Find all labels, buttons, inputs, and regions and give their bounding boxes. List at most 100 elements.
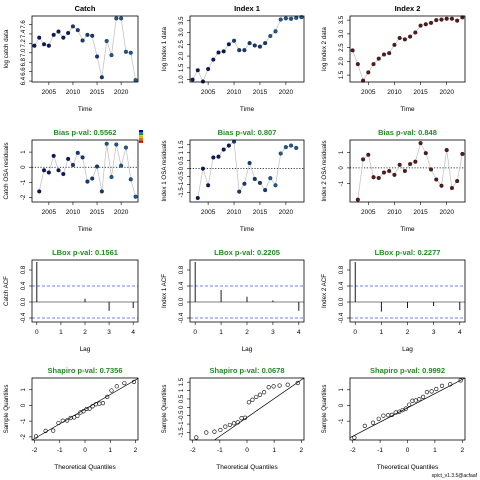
data-point [75,28,80,33]
data-point [128,177,133,182]
data-point [263,188,268,193]
y-tick-label: 0.5 [179,394,185,403]
x-tick-label: 3 [107,329,111,336]
panel-title: Bias p-val: 0.807 [218,128,277,137]
x-tick-label: 0 [35,329,39,336]
qq-point [271,384,276,389]
data-point [114,16,119,21]
data-point [114,142,119,147]
data-point [56,29,61,34]
y-tick-label: 1 [179,388,185,392]
y-tick-label: -0.5 [179,410,185,421]
data-point [90,176,95,181]
qq-point [81,409,86,414]
qq-point [417,397,422,402]
series-connector-line [197,140,297,199]
x-tick-label: 2015 [413,209,428,216]
data-point [99,189,104,194]
plot-frame [349,377,466,441]
series-connector-line [38,143,136,197]
data-point [206,183,211,188]
y-tick-label: 0.4 [21,281,27,290]
qq-point [64,418,70,423]
x-tick-label: 2005 [361,89,376,96]
y-tick-label: 2.0 [179,51,185,60]
y-tick-label: -1 [339,180,345,186]
data-point [133,194,138,199]
data-point [37,35,42,40]
x-tick-label: 2020 [114,209,129,216]
x-tick-label: 1 [59,329,63,336]
data-point [392,42,397,47]
y-tick-label: -0.4 [21,312,27,323]
data-point [460,15,465,20]
qq-point [218,427,223,433]
data-point [226,143,231,148]
data-point [376,56,381,61]
series-connector-line [34,18,136,81]
panel-title: LBox p-val: 0.2277 [375,248,441,257]
data-point [268,34,273,39]
y-tick-label: 0.4 [179,281,185,290]
data-point [371,62,376,67]
data-point [381,170,387,175]
y-axis-label: Sample Quantiles [321,385,328,434]
qq-point [439,383,445,388]
panel-8: LBox p-val: 0.2205 Lag Index 1 ACF 0 1 2 3 4 -0.… [161,248,305,353]
qq-point [84,406,89,412]
panel-title: Index 1 [234,4,260,13]
y-axis-label: Index 1 OSA residuals [161,140,168,201]
y-tick-label: 6.4 [21,76,27,85]
y-tick-label: 0.0 [21,297,27,306]
x-tick-label: 2020 [279,89,294,96]
x-tick-label: 2 [83,329,87,336]
panel-7: LBox p-val: 0.1561 Lag Catch ACF 0 1 2 3 4 -0.4 0… [3,248,139,353]
data-point [283,145,288,150]
data-point [95,54,100,59]
panel-title: Shapiro p-val: 0.0678 [209,366,284,375]
y-tick-label: 0 [179,166,185,170]
y-tick-label: 0.4 [339,281,345,290]
x-tick-label: 2 [134,447,138,454]
panel-title: Index 2 [395,4,421,13]
y-tick-label: 3.5 [339,15,345,24]
panel-12: Shapiro p-val: 0.9992 Theoretical Quantil… [321,366,466,471]
data-point [232,38,237,43]
y-tick-label: 7.0 [21,48,27,57]
x-tick-label: -2 [350,447,356,454]
x-axis-label: Theoretical Quantiles [54,464,116,471]
data-point [37,189,42,194]
qq-point [403,406,408,411]
x-axis-label: Time [240,226,255,233]
x-tick-label: 0 [193,329,197,336]
qq-point [246,400,251,405]
data-point [95,164,100,169]
x-axis-label: Lag [242,346,253,353]
x-tick-label: 2015 [90,89,105,96]
plot-frame [31,259,139,323]
data-point [350,48,355,53]
data-point [80,38,85,43]
plot-frame [189,139,305,203]
data-point [216,50,221,55]
x-axis-label: Time [400,106,415,113]
x-axis-label: Lag [402,346,413,353]
y-tick-label: 6.8 [21,57,27,66]
y-tick-label: 1.5 [179,377,185,386]
qq-point [277,383,282,388]
y-tick-label: -1 [179,421,185,427]
data-point [109,175,114,180]
data-point [216,154,221,159]
data-point [408,34,413,39]
x-axis-label: Time [240,106,255,113]
x-tick-label: 4 [458,329,462,336]
x-tick-label: 1 [380,329,384,336]
data-point [392,172,397,177]
series-connector-line [192,16,302,83]
data-point [123,145,128,150]
x-tick-label: 2020 [114,89,129,96]
qq-point [250,397,255,402]
panel-11: Shapiro p-val: 0.0678 Theoretical Quantil… [161,366,305,471]
data-point [70,24,75,29]
qq-point [370,420,376,425]
